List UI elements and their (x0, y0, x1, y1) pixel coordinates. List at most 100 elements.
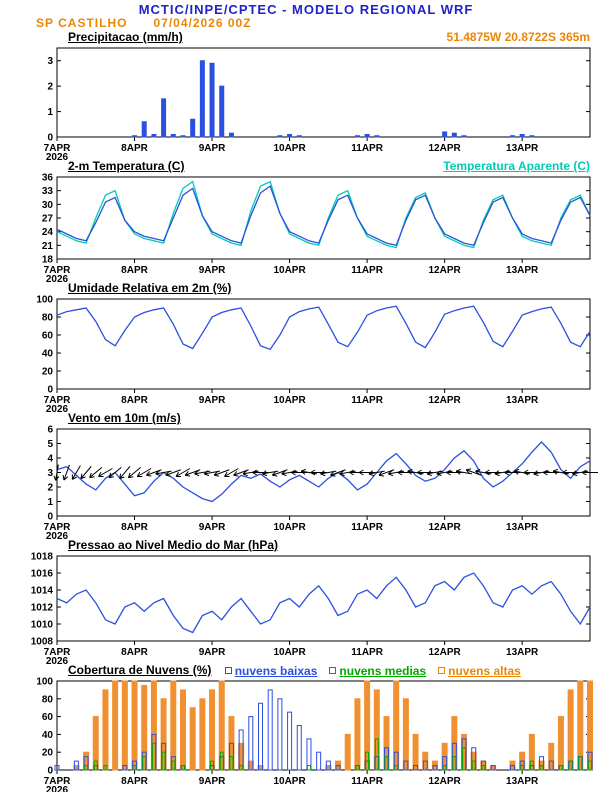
svg-text:1: 1 (47, 107, 53, 118)
svg-text:11APR: 11APR (351, 395, 383, 406)
panel-title: Cobertura de Nuvens (%) (68, 663, 212, 677)
svg-text:10APR: 10APR (273, 776, 306, 787)
svg-text:1012: 1012 (31, 603, 54, 614)
svg-text:8APR: 8APR (121, 265, 148, 276)
nuvens-medias-swatch-icon (329, 667, 337, 674)
svg-text:2: 2 (47, 82, 53, 93)
svg-text:21: 21 (42, 241, 54, 252)
svg-text:6: 6 (47, 425, 53, 436)
panel-wind-header: Vento em 10m (m/s) (0, 411, 612, 425)
svg-text:10APR: 10APR (273, 265, 306, 276)
panel-pressure-header: Pressao ao Nivel Medio do Mar (hPa) (0, 538, 612, 552)
svg-text:12APR: 12APR (429, 395, 462, 406)
svg-text:7APR: 7APR (44, 776, 71, 787)
svg-text:13APR: 13APR (506, 647, 539, 658)
svg-text:7APR: 7APR (44, 265, 71, 276)
svg-text:3: 3 (47, 468, 53, 479)
svg-text:7APR: 7APR (44, 395, 71, 406)
svg-text:7APR: 7APR (44, 143, 71, 154)
svg-text:13APR: 13APR (506, 265, 539, 276)
svg-text:9APR: 9APR (199, 522, 226, 533)
panel-pressure: Pressao ao Nivel Medio do Mar (hPa) 1008… (0, 538, 612, 667)
panel-temperature-header: 2-m Temperatura (C) Temperatura Aparente… (0, 159, 612, 173)
svg-text:10APR: 10APR (273, 143, 306, 154)
svg-text:12APR: 12APR (429, 647, 462, 658)
svg-text:8APR: 8APR (121, 647, 148, 658)
svg-text:33: 33 (42, 186, 54, 197)
svg-text:12APR: 12APR (429, 776, 462, 787)
run-label: 07/04/2026 00Z (153, 16, 252, 30)
svg-text:11APR: 11APR (351, 776, 383, 787)
panel-clouds-header: Cobertura de Nuvens (%) nuvens baixas nu… (0, 663, 612, 678)
svg-text:10APR: 10APR (273, 647, 306, 658)
panel-clouds: Cobertura de Nuvens (%) nuvens baixas nu… (0, 663, 612, 792)
svg-text:20: 20 (42, 367, 54, 378)
location-label: 51.4875W 20.8722S 365m (446, 30, 590, 44)
svg-text:2026: 2026 (46, 531, 69, 542)
svg-text:30: 30 (42, 200, 54, 211)
panel-precipitation: Precipitacao (mm/h) 51.4875W 20.8722S 36… (0, 30, 612, 163)
svg-text:9APR: 9APR (199, 265, 226, 276)
svg-text:0: 0 (47, 512, 53, 523)
svg-text:2026: 2026 (46, 152, 69, 163)
panel-humidity-header: Umidade Relativa em 2m (%) (0, 281, 612, 295)
panel-wind: Vento em 10m (m/s) 0 1 2 3 4 5 6 7APR 2026 8APR 9A… (0, 411, 612, 542)
svg-text:13APR: 13APR (506, 395, 539, 406)
svg-text:80: 80 (42, 313, 54, 324)
svg-text:11APR: 11APR (351, 522, 383, 533)
legend-label: nuvens baixas (234, 663, 318, 678)
svg-text:11APR: 11APR (351, 265, 383, 276)
svg-text:40: 40 (42, 730, 54, 741)
svg-text:2026: 2026 (46, 274, 69, 285)
svg-text:1018: 1018 (31, 552, 54, 563)
station-label: SP CASTILHO (36, 16, 128, 30)
svg-text:13APR: 13APR (506, 776, 539, 787)
legend-label: nuvens medias (339, 663, 427, 678)
subtitle-row: SP CASTILHO 07/04/2026 00Z (0, 17, 612, 30)
svg-text:9APR: 9APR (199, 143, 226, 154)
svg-text:8APR: 8APR (121, 776, 148, 787)
panel-title: Umidade Relativa em 2m (%) (68, 281, 232, 295)
svg-text:1: 1 (47, 497, 53, 508)
nuvens-baixas-swatch-icon (224, 667, 232, 674)
svg-text:8APR: 8APR (121, 143, 148, 154)
svg-text:7APR: 7APR (44, 647, 71, 658)
panel-title: Pressao ao Nivel Medio do Mar (hPa) (68, 538, 279, 552)
svg-text:8APR: 8APR (121, 522, 148, 533)
legend-nuvens-altas: nuvens altas (438, 664, 521, 678)
svg-text:12APR: 12APR (429, 143, 462, 154)
svg-text:12APR: 12APR (429, 522, 462, 533)
svg-text:80: 80 (42, 694, 54, 705)
svg-text:24: 24 (42, 227, 54, 238)
svg-text:2026: 2026 (46, 785, 69, 792)
panel-humidity: Umidade Relativa em 2m (%) 0 20 40 60 80 100 7… (0, 281, 612, 415)
nuvens-altas-swatch-icon (438, 667, 446, 674)
svg-text:0: 0 (47, 385, 53, 396)
svg-text:9APR: 9APR (199, 395, 226, 406)
cloud-legend: nuvens baixas nuvens medias nuvens altas (224, 663, 521, 678)
svg-text:9APR: 9APR (199, 776, 226, 787)
svg-text:1008: 1008 (31, 637, 54, 648)
svg-text:8APR: 8APR (121, 395, 148, 406)
svg-text:0: 0 (47, 133, 53, 144)
svg-text:1010: 1010 (31, 620, 54, 631)
svg-text:40: 40 (42, 349, 54, 360)
svg-text:11APR: 11APR (351, 143, 383, 154)
panel-precipitation-header: Precipitacao (mm/h) 51.4875W 20.8722S 36… (0, 30, 612, 44)
svg-text:13APR: 13APR (506, 143, 539, 154)
svg-text:9APR: 9APR (199, 647, 226, 658)
svg-text:60: 60 (42, 712, 54, 723)
page-title: MCTIC/INPE/CPTEC - MODELO REGIONAL WRF (138, 2, 474, 17)
svg-text:27: 27 (42, 214, 54, 225)
svg-text:2026: 2026 (46, 656, 69, 667)
svg-text:20: 20 (42, 748, 54, 759)
panel-title: Precipitacao (mm/h) (68, 30, 183, 44)
svg-text:60: 60 (42, 331, 54, 342)
legend-label: nuvens altas (448, 663, 521, 678)
panel-title: Vento em 10m (m/s) (68, 411, 181, 425)
